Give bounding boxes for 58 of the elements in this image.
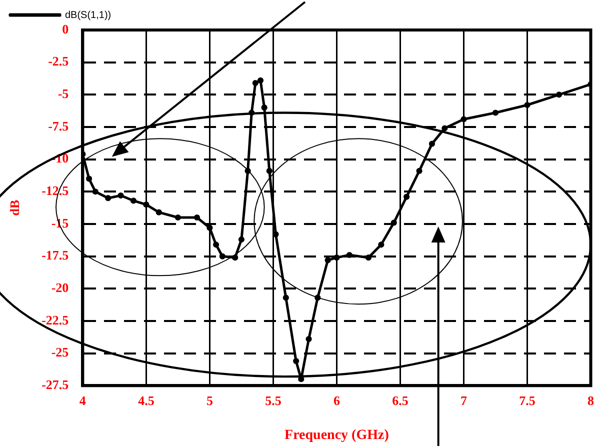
point	[306, 336, 312, 342]
x-axis-title: Frequency (GHz)	[284, 428, 390, 444]
point	[416, 168, 422, 174]
point	[219, 253, 226, 260]
point	[404, 194, 410, 200]
point	[252, 80, 258, 86]
x-tick-label: 7.5	[519, 392, 536, 408]
point	[244, 168, 251, 174]
x-tick-label: 5.5	[265, 392, 282, 408]
point	[460, 116, 467, 122]
point	[428, 140, 436, 147]
y-tick-label: -25	[51, 344, 70, 360]
point	[105, 195, 112, 202]
x-tick-label: 5	[206, 392, 214, 408]
point	[238, 236, 244, 243]
y-tick-label: -22.5	[42, 312, 70, 328]
x-tick-label: 7	[460, 392, 468, 408]
y-tick-label: -27.5	[42, 376, 70, 392]
point	[194, 214, 200, 221]
point	[257, 77, 264, 84]
y-tick-label: -7.5	[48, 118, 70, 134]
point	[492, 110, 499, 116]
point	[556, 92, 562, 98]
point	[143, 202, 150, 208]
point	[346, 252, 352, 258]
point	[334, 254, 340, 261]
point	[378, 242, 384, 248]
point	[130, 198, 137, 204]
point	[206, 224, 213, 231]
point	[118, 192, 124, 199]
point	[365, 254, 372, 261]
point	[156, 209, 162, 216]
point	[390, 220, 397, 226]
x-tick-label: 6.5	[392, 392, 409, 408]
x-tick-label: 4	[79, 392, 86, 408]
y-tick-label: -17.5	[42, 248, 70, 263]
y-tick-label: -2.5	[48, 54, 70, 69]
point	[92, 188, 98, 195]
y-tick-label: 0	[62, 21, 69, 36]
y-tick-label: -20	[51, 280, 69, 295]
point	[314, 294, 321, 301]
point	[213, 242, 220, 248]
point	[324, 257, 331, 264]
point	[232, 254, 238, 261]
legend-label: dB(S(1,1))	[65, 10, 112, 21]
x-tick-label: 8	[588, 392, 594, 408]
x-tick-label: 4.5	[138, 392, 155, 408]
point	[524, 102, 530, 108]
y-axis-title: dB	[7, 200, 22, 216]
point	[442, 125, 448, 132]
point	[261, 104, 268, 111]
y-tick-label: -5	[58, 86, 70, 102]
point	[174, 214, 181, 221]
point	[86, 176, 92, 182]
point	[266, 168, 272, 174]
point	[293, 358, 300, 364]
x-tick-label: 6	[333, 392, 340, 408]
point	[282, 294, 289, 301]
